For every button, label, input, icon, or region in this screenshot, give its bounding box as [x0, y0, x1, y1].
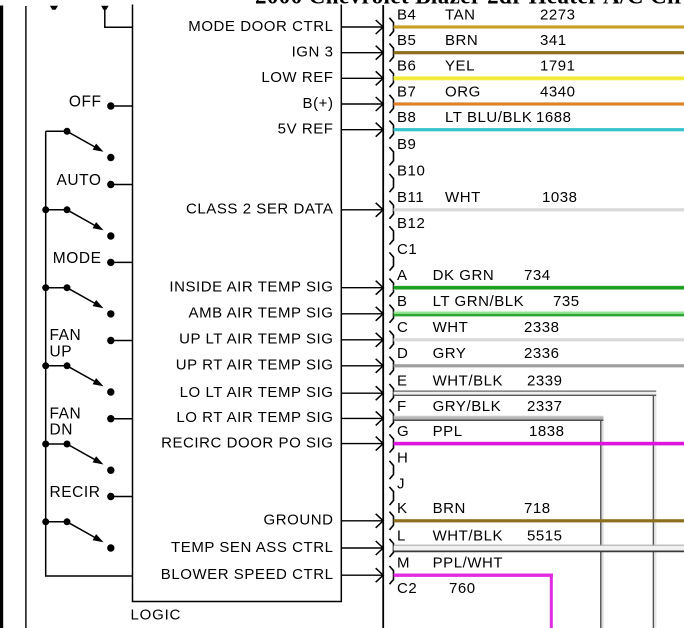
svg-text:B4: B4	[397, 6, 416, 23]
svg-text:GRY: GRY	[433, 345, 467, 362]
svg-text:B10: B10	[397, 163, 425, 180]
svg-text:C: C	[397, 319, 408, 336]
svg-text:1838: 1838	[529, 423, 565, 440]
svg-text:B6: B6	[397, 58, 416, 75]
svg-text:2273: 2273	[540, 6, 576, 23]
svg-text:1038: 1038	[542, 189, 578, 206]
svg-text:FAN: FAN	[50, 405, 82, 422]
svg-text:UP: UP	[50, 343, 73, 360]
svg-text:DK GRN: DK GRN	[433, 267, 495, 284]
svg-text:PPL/WHT: PPL/WHT	[433, 555, 504, 572]
svg-text:760: 760	[449, 580, 476, 597]
svg-text:718: 718	[524, 500, 551, 517]
svg-text:RECIR: RECIR	[50, 484, 101, 501]
svg-text:B(+): B(+)	[303, 95, 334, 112]
svg-text:PPL: PPL	[433, 423, 463, 440]
svg-text:F: F	[397, 398, 407, 415]
svg-text:DN: DN	[50, 422, 74, 439]
svg-text:LOGIC: LOGIC	[131, 606, 182, 623]
svg-text:B5: B5	[397, 32, 416, 49]
svg-text:LOW REF: LOW REF	[261, 69, 333, 86]
svg-text:2339: 2339	[527, 373, 563, 390]
svg-text:1688: 1688	[536, 109, 572, 126]
svg-text:G: G	[397, 423, 409, 440]
svg-text:B12: B12	[397, 215, 425, 232]
svg-text:C1: C1	[397, 241, 417, 258]
svg-text:INSIDE AIR TEMP SIG: INSIDE AIR TEMP SIG	[169, 279, 333, 296]
svg-text:735: 735	[553, 293, 580, 310]
svg-text:734: 734	[524, 267, 551, 284]
svg-text:M: M	[397, 555, 410, 572]
svg-text:2336: 2336	[524, 345, 560, 362]
svg-text:B8: B8	[397, 109, 416, 126]
svg-text:WHT: WHT	[445, 189, 481, 206]
svg-text:IGN 3: IGN 3	[292, 44, 334, 61]
svg-text:J: J	[397, 476, 405, 493]
svg-text:D: D	[397, 345, 408, 362]
svg-text:C2: C2	[397, 580, 417, 597]
svg-text:FAN: FAN	[50, 327, 82, 344]
svg-text:LT GRN/BLK: LT GRN/BLK	[433, 293, 525, 310]
svg-text:TEMP SEN ASS CTRL: TEMP SEN ASS CTRL	[171, 539, 333, 556]
svg-text:2338: 2338	[524, 319, 560, 336]
svg-text:TAN: TAN	[445, 6, 476, 23]
svg-text:341: 341	[540, 32, 567, 49]
svg-text:RECIRC DOOR PO SIG: RECIRC DOOR PO SIG	[161, 434, 333, 451]
svg-text:MODE DOOR CTRL: MODE DOOR CTRL	[188, 18, 333, 35]
svg-text:AMB AIR TEMP SIG: AMB AIR TEMP SIG	[189, 305, 334, 322]
svg-text:B11: B11	[397, 189, 424, 206]
svg-text:L: L	[397, 527, 406, 544]
svg-text:A: A	[397, 267, 408, 284]
svg-text:ORG: ORG	[445, 83, 481, 100]
svg-text:B9: B9	[397, 136, 416, 153]
svg-text:LO LT AIR TEMP SIG: LO LT AIR TEMP SIG	[180, 384, 334, 401]
svg-text:LO RT AIR TEMP SIG: LO RT AIR TEMP SIG	[176, 409, 333, 426]
svg-text:UP RT AIR TEMP SIG: UP RT AIR TEMP SIG	[176, 357, 334, 374]
svg-text:B: B	[397, 293, 408, 310]
svg-text:WHT/BLK: WHT/BLK	[433, 527, 504, 544]
svg-text:BRN: BRN	[445, 32, 478, 49]
svg-text:CLASS 2 SER DATA: CLASS 2 SER DATA	[186, 201, 333, 218]
svg-text:OFF: OFF	[69, 94, 102, 111]
svg-text:UP LT AIR TEMP SIG: UP LT AIR TEMP SIG	[179, 331, 333, 348]
svg-text:H: H	[397, 450, 408, 467]
svg-text:WHT: WHT	[433, 319, 469, 336]
svg-text:GRY/BLK: GRY/BLK	[433, 398, 502, 415]
svg-text:2337: 2337	[527, 398, 563, 415]
svg-text:1791: 1791	[540, 58, 576, 75]
svg-text:MODE: MODE	[53, 250, 102, 267]
svg-text:5515: 5515	[527, 527, 563, 544]
svg-text:2000 Chevrolet Blazer 2dr Heat: 2000 Chevrolet Blazer 2dr Heater A/C Cir…	[255, 0, 684, 9]
svg-text:K: K	[397, 500, 408, 517]
svg-text:GROUND: GROUND	[264, 512, 334, 529]
svg-text:BLOWER SPEED CTRL: BLOWER SPEED CTRL	[161, 566, 334, 583]
svg-text:E: E	[397, 373, 408, 390]
svg-text:YEL: YEL	[445, 58, 475, 75]
svg-text:BRN: BRN	[433, 500, 466, 517]
svg-text:4340: 4340	[540, 83, 576, 100]
svg-text:B7: B7	[397, 83, 416, 100]
svg-text:LT BLU/BLK: LT BLU/BLK	[445, 109, 533, 126]
svg-text:WHT/BLK: WHT/BLK	[433, 373, 504, 390]
svg-text:AUTO: AUTO	[57, 172, 102, 189]
svg-text:5V REF: 5V REF	[278, 121, 334, 138]
